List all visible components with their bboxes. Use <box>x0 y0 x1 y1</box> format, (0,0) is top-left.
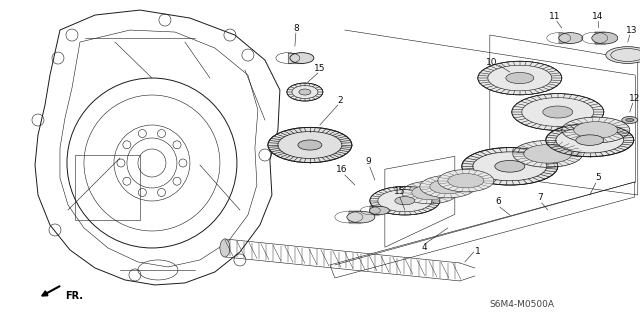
Ellipse shape <box>296 56 308 61</box>
Text: 9: 9 <box>365 158 371 167</box>
Polygon shape <box>349 211 361 223</box>
Ellipse shape <box>626 119 634 122</box>
Ellipse shape <box>576 135 604 145</box>
Ellipse shape <box>562 117 630 143</box>
Text: 4: 4 <box>422 243 428 252</box>
Ellipse shape <box>495 160 525 172</box>
Ellipse shape <box>290 53 314 63</box>
Ellipse shape <box>546 123 634 157</box>
Ellipse shape <box>512 93 604 130</box>
Text: 6: 6 <box>495 197 500 206</box>
Ellipse shape <box>402 181 458 204</box>
Ellipse shape <box>220 239 230 257</box>
Ellipse shape <box>298 140 322 150</box>
Text: 10: 10 <box>486 57 497 67</box>
Text: 2: 2 <box>337 95 342 105</box>
Ellipse shape <box>370 186 440 215</box>
Ellipse shape <box>462 148 558 185</box>
Ellipse shape <box>299 89 311 95</box>
Ellipse shape <box>606 47 640 63</box>
Ellipse shape <box>513 140 583 167</box>
Text: 11: 11 <box>549 11 561 20</box>
Ellipse shape <box>622 116 638 123</box>
Ellipse shape <box>347 211 375 223</box>
Polygon shape <box>559 33 571 43</box>
Ellipse shape <box>268 127 352 163</box>
Ellipse shape <box>369 206 389 215</box>
Ellipse shape <box>478 61 562 95</box>
Text: 12: 12 <box>629 93 640 102</box>
Text: 16: 16 <box>336 166 348 174</box>
Text: FR.: FR. <box>65 291 83 301</box>
Polygon shape <box>371 206 380 215</box>
Ellipse shape <box>438 170 494 192</box>
Ellipse shape <box>412 185 448 200</box>
Ellipse shape <box>420 175 476 198</box>
Ellipse shape <box>559 33 583 43</box>
Ellipse shape <box>395 197 415 205</box>
Text: 7: 7 <box>537 194 543 203</box>
Ellipse shape <box>524 145 572 163</box>
Text: 15: 15 <box>394 188 406 197</box>
Ellipse shape <box>574 122 618 138</box>
Text: 14: 14 <box>592 11 604 20</box>
Ellipse shape <box>592 32 618 44</box>
Ellipse shape <box>287 83 323 101</box>
Text: S6M4-M0500A: S6M4-M0500A <box>490 300 555 309</box>
Polygon shape <box>595 32 605 44</box>
Text: 8: 8 <box>293 24 299 33</box>
Ellipse shape <box>506 72 534 84</box>
Ellipse shape <box>430 179 466 194</box>
Polygon shape <box>288 53 302 63</box>
Text: 1: 1 <box>475 248 481 256</box>
Text: 15: 15 <box>314 63 326 72</box>
Text: 5: 5 <box>595 174 601 182</box>
Ellipse shape <box>448 174 484 188</box>
Ellipse shape <box>543 106 573 118</box>
Text: 13: 13 <box>626 26 637 34</box>
